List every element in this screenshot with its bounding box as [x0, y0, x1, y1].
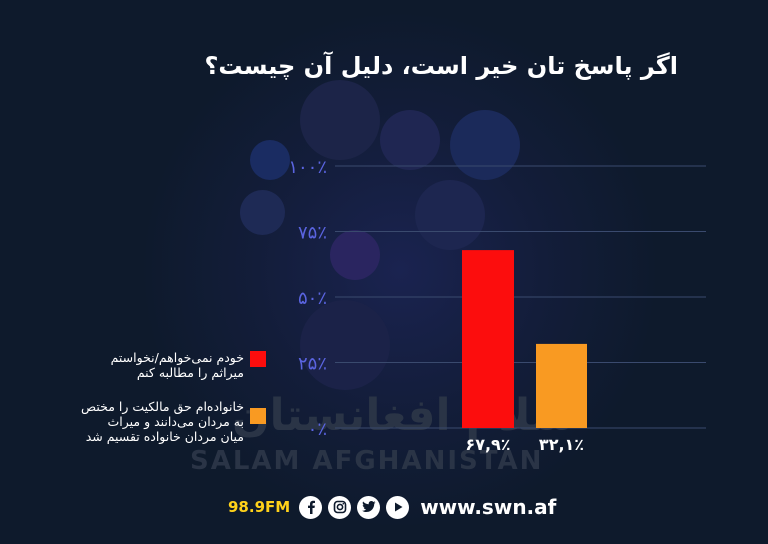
- decor-bubble: [240, 190, 285, 235]
- legend-item-1-line-1: خودم نمی‌خواهم/نخواستم: [110, 350, 244, 365]
- bar-value-label: ۳۲,۱٪: [539, 435, 584, 454]
- decor-bubble: [450, 110, 520, 180]
- decor-bubble: [380, 110, 440, 170]
- legend-swatch-red: [250, 351, 266, 367]
- legend-item-2-line-1: خانواده‌ام حق مالکیت را مختص: [81, 399, 244, 414]
- watermark-persian: سلام افغانستان: [232, 390, 575, 441]
- decor-bubble: [250, 140, 290, 180]
- chart-title: اگر پاسخ تان خیر است، دلیل آن چیست؟: [204, 52, 678, 80]
- legend-item-2-line-3: میان مردان خانواده تقسیم شد: [85, 429, 244, 444]
- y-tick-label: ۷۵٪: [298, 223, 327, 244]
- decor-bubble: [330, 230, 380, 280]
- decor-bubble: [415, 180, 485, 250]
- bar: [462, 250, 514, 428]
- y-tick-label: ۱۰۰٪: [288, 157, 327, 178]
- bar-value-label: ۶۷,۹٪: [465, 435, 510, 454]
- youtube-icon[interactable]: [386, 495, 410, 519]
- facebook-icon[interactable]: [299, 495, 323, 519]
- radio-frequency: 98.9FM: [228, 498, 291, 516]
- legend-item-2-line-2: به مردان می‌دانند و میراث: [107, 414, 245, 429]
- legend-item-1-line-2: میراثم را مطالبه کنم: [136, 365, 244, 380]
- instagram-icon[interactable]: [328, 495, 352, 519]
- decor-bubble: [300, 300, 390, 390]
- legend-item-2: خانواده‌ام حق مالکیت را مختص به مردان می…: [81, 399, 266, 444]
- watermark-english: SALAM AFGHANISTAN: [190, 446, 544, 476]
- bar: [536, 343, 587, 428]
- y-tick-label: ۰٪: [308, 419, 327, 440]
- footer: 98.9FM www.swn.af: [228, 493, 556, 521]
- website-link[interactable]: www.swn.af: [420, 495, 557, 519]
- y-tick-label: ۲۵٪: [298, 354, 327, 375]
- legend-swatch-orange: [250, 408, 266, 424]
- decor-bubble: [300, 80, 380, 160]
- y-tick-label: ۵۰٪: [298, 288, 327, 309]
- legend-item-1: خودم نمی‌خواهم/نخواستم میراثم را مطالبه …: [110, 350, 266, 380]
- twitter-icon[interactable]: [357, 495, 381, 519]
